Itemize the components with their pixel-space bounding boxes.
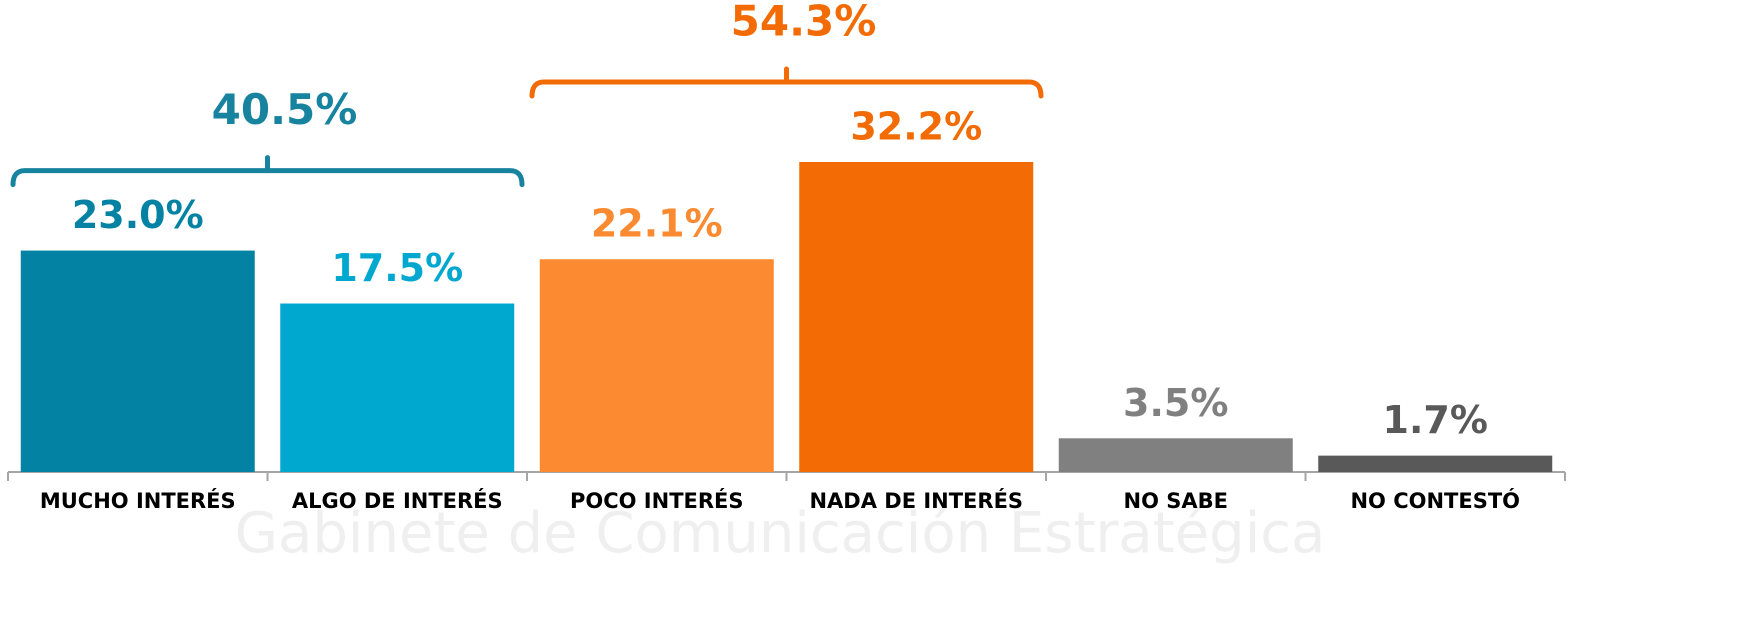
value-label: 17.5% bbox=[331, 246, 463, 290]
x-tick-label: ALGO DE INTERÉS bbox=[292, 488, 503, 513]
group-total: 40.5% bbox=[212, 85, 358, 134]
x-tick-label: MUCHO INTERÉS bbox=[40, 488, 236, 513]
value-label: 22.1% bbox=[591, 202, 723, 246]
x-tick-label: NO CONTESTÓ bbox=[1350, 488, 1520, 513]
value-label: 1.7% bbox=[1383, 398, 1488, 442]
bar bbox=[1318, 455, 1553, 472]
bar bbox=[1058, 438, 1293, 472]
x-tick-label: POCO INTERÉS bbox=[570, 488, 744, 513]
value-label: 32.2% bbox=[850, 105, 982, 149]
value-label: 3.5% bbox=[1123, 381, 1228, 425]
x-tick-label: NO SABE bbox=[1124, 489, 1228, 513]
watermark: Gabinete de Comunicación Estratégica bbox=[235, 501, 1326, 566]
bar bbox=[280, 303, 515, 472]
bar bbox=[799, 162, 1034, 472]
group-total: 54.3% bbox=[731, 0, 877, 46]
bar bbox=[20, 250, 255, 472]
bar bbox=[539, 259, 774, 472]
group-bracket bbox=[529, 66, 1044, 99]
value-label: 23.0% bbox=[72, 193, 204, 237]
x-tick-label: NADA DE INTERÉS bbox=[809, 488, 1023, 513]
group-bracket bbox=[10, 155, 525, 188]
